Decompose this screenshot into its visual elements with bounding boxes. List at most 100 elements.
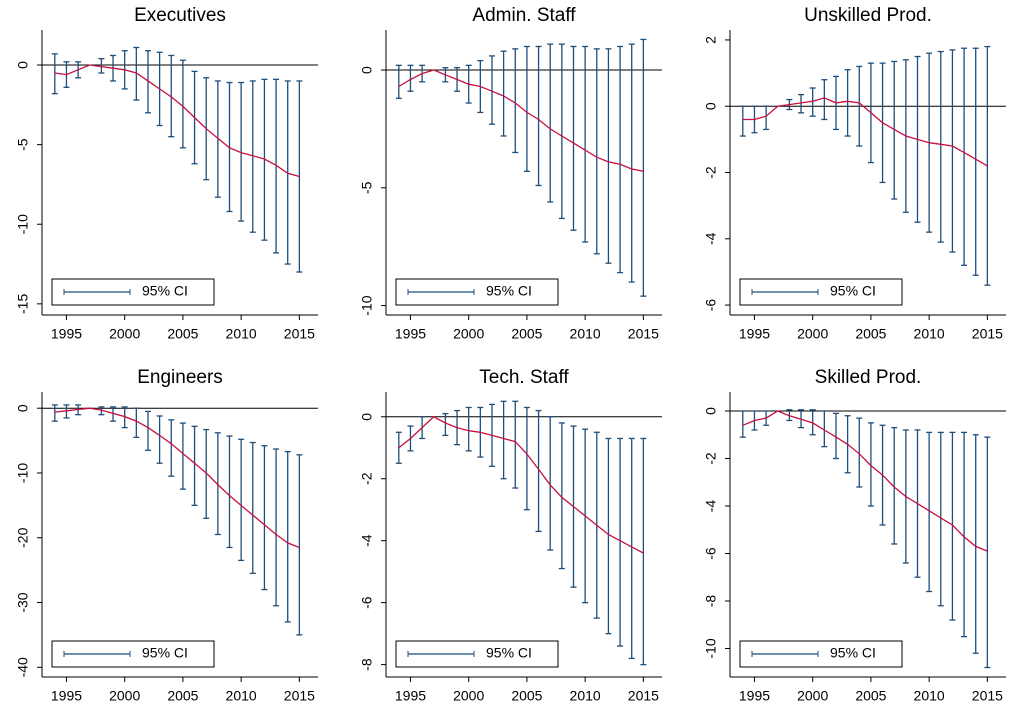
x-tick-label: 2015 [628, 326, 659, 342]
error-bar [821, 410, 828, 448]
y-tick-label: -2 [703, 166, 719, 179]
legend-label: 95% CI [142, 283, 188, 299]
y-tick-label: -8 [703, 595, 719, 608]
error-bar [984, 436, 991, 669]
legend-label: 95% CI [142, 645, 188, 661]
error-bar [500, 400, 507, 480]
y-tick-label: -6 [703, 299, 719, 312]
x-tick-label: 2010 [914, 326, 945, 342]
y-tick-label: -10 [359, 295, 375, 315]
estimate-line [398, 416, 644, 554]
x-tick-label: 2005 [511, 688, 542, 704]
error-bar [640, 437, 647, 666]
y-tick-label: -10 [15, 463, 31, 483]
error-bar [605, 48, 612, 264]
error-bar [949, 431, 956, 621]
error-bar [98, 58, 105, 74]
error-bar [763, 105, 770, 131]
estimate-line [54, 64, 300, 178]
error-bar [558, 422, 565, 570]
panel-title: Skilled Prod. [815, 367, 922, 388]
y-tick-label: -5 [359, 181, 375, 194]
y-tick-label: 0 [703, 407, 719, 415]
panel-title: Tech. Staff [479, 367, 569, 388]
panel-title: Admin. Staff [472, 5, 576, 26]
error-bar [465, 406, 472, 452]
error-bar [249, 80, 256, 233]
error-bar [273, 78, 280, 254]
x-tick-label: 2010 [226, 326, 257, 342]
x-tick-label: 2010 [570, 326, 601, 342]
x-tick-label: 1995 [395, 326, 426, 342]
estimate-line [398, 69, 644, 172]
panel: Engineers 0 -10 -20 -30 -40 1995 2000 2005 2010 20… [15, 367, 318, 704]
error-bar [51, 53, 58, 95]
error-bar [961, 47, 968, 266]
error-bar [273, 448, 280, 607]
x-tick-label: 2015 [972, 688, 1003, 704]
error-bar [442, 413, 449, 437]
error-bar [261, 78, 268, 241]
panel: Admin. Staff 0 -5 -10 1995 2000 2005 2010 2015 95… [359, 5, 662, 342]
error-bar [407, 64, 414, 92]
error-bar [891, 60, 898, 200]
x-tick-label: 1995 [739, 326, 770, 342]
error-bar [547, 416, 554, 551]
y-tick-label: -4 [703, 500, 719, 513]
x-tick-label: 2010 [226, 688, 257, 704]
x-tick-label: 2005 [855, 688, 886, 704]
error-bar [261, 445, 268, 591]
error-bar [593, 48, 600, 255]
error-bar [51, 404, 58, 422]
error-bar [284, 80, 291, 265]
error-bar [798, 93, 805, 114]
error-bar [179, 422, 186, 490]
error-bar [500, 50, 507, 137]
error-bar [238, 81, 245, 222]
y-tick-label: -8 [359, 658, 375, 671]
x-tick-label: 2005 [511, 326, 542, 342]
x-tick-label: 2000 [453, 326, 484, 342]
panel-title: Engineers [137, 367, 223, 388]
error-bar [832, 412, 839, 460]
error-bar [856, 65, 863, 147]
y-tick-label: -4 [359, 534, 375, 547]
error-bar [891, 426, 898, 545]
y-tick-label: -4 [703, 232, 719, 245]
y-tick-label: -10 [15, 214, 31, 234]
error-bar [133, 407, 140, 438]
legend-label: 95% CI [830, 283, 876, 299]
error-bar [809, 87, 816, 117]
y-tick-label: -6 [703, 547, 719, 560]
error-bar [937, 431, 944, 607]
error-bar [535, 45, 542, 187]
error-bar [739, 410, 746, 438]
panel-title: Executives [134, 5, 226, 26]
estimate-line [742, 410, 988, 552]
error-bar [512, 48, 519, 154]
error-bar [535, 409, 542, 533]
error-bar [605, 437, 612, 635]
x-tick-label: 1995 [395, 688, 426, 704]
error-bar [558, 43, 565, 220]
error-bar [972, 47, 979, 276]
y-tick-label: -2 [703, 452, 719, 465]
x-tick-label: 2000 [797, 688, 828, 704]
y-tick-label: 0 [703, 102, 719, 110]
panel: Unskilled Prod. 2 0 -2 -4 -6 1995 2000 2005 2010 2… [703, 5, 1006, 342]
y-tick-label: -6 [359, 596, 375, 609]
y-tick-label: -40 [15, 657, 31, 677]
estimate-line [742, 97, 988, 167]
error-bar [628, 437, 635, 660]
y-tick-label: 0 [15, 404, 31, 412]
error-bar [570, 45, 577, 231]
error-bar [617, 45, 624, 274]
error-bar [156, 415, 163, 464]
error-bar [961, 431, 968, 638]
error-bar [168, 54, 175, 138]
legend-label: 95% CI [486, 283, 532, 299]
error-bar [238, 438, 245, 562]
error-bar [926, 431, 933, 593]
x-tick-label: 2000 [453, 688, 484, 704]
